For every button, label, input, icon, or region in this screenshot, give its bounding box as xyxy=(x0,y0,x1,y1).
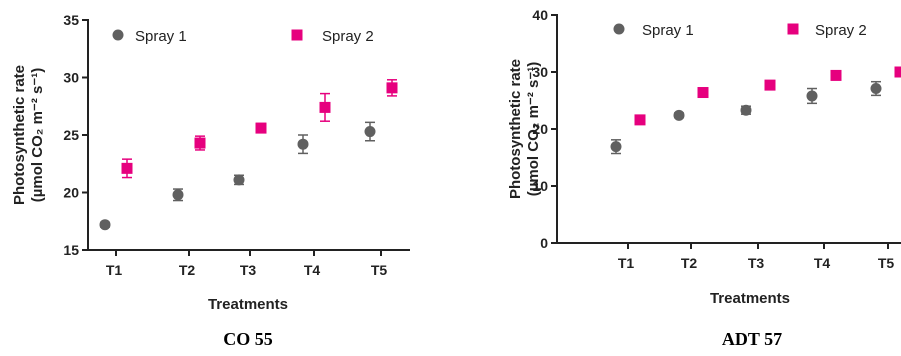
data-point-spray2 xyxy=(386,82,398,94)
data-point-spray2 xyxy=(894,66,901,78)
y-tick-label: 15 xyxy=(63,242,79,258)
x-tick-label: T1 xyxy=(618,255,635,271)
y-tick-label: 25 xyxy=(63,127,79,143)
y-axis-title-line2: (µmol CO₂ m⁻² s⁻¹) xyxy=(29,68,46,202)
data-point-spray1 xyxy=(610,141,622,153)
x-tick-label: T2 xyxy=(681,255,698,271)
x-axis-title: Treatments xyxy=(710,290,790,307)
x-tick-label: T5 xyxy=(878,255,895,271)
y-axis-title-line2: (µmol CO₂ m⁻² s⁻¹) xyxy=(525,62,542,196)
chart-adt57: 0 10 20 30 40 T1 T2 T3 T4 T5 Photosynthetic rate(µ… xyxy=(507,7,901,349)
legend-marker-spray2 xyxy=(787,23,799,35)
y-tick-label: 30 xyxy=(532,64,548,80)
data-point-spray2 xyxy=(194,137,206,149)
data-point-spray2 xyxy=(121,162,133,174)
legend-label: Spray 2 xyxy=(815,22,867,39)
data-point-spray1 xyxy=(172,189,184,201)
legend-marker-spray1 xyxy=(112,29,124,41)
data-point-spray1 xyxy=(233,174,245,186)
data-point-spray2 xyxy=(255,122,267,134)
y-tick-label: 10 xyxy=(532,178,548,194)
data-point-spray2 xyxy=(764,79,776,91)
data-point-spray1 xyxy=(806,90,818,102)
x-tick-label: T4 xyxy=(814,255,831,271)
y-axis-title: Photosynthetic rate(µmol CO₂ m⁻² s⁻¹) xyxy=(11,65,46,205)
x-axis-title: Treatments xyxy=(208,296,288,313)
data-point-spray2 xyxy=(634,114,646,126)
legend-label: Spray 2 xyxy=(322,28,374,45)
x-tick-label: T2 xyxy=(179,262,196,278)
data-point-spray1 xyxy=(740,104,752,116)
legend-label: Spray 1 xyxy=(135,28,187,45)
legend-marker-spray2 xyxy=(291,29,303,41)
legend-marker-spray1 xyxy=(613,23,625,35)
data-point-spray1 xyxy=(99,219,111,231)
x-tick-label: T3 xyxy=(748,255,765,271)
y-tick-label: 30 xyxy=(63,70,79,86)
data-point-spray1 xyxy=(673,109,685,121)
y-axis-title-line1: Photosynthetic rate xyxy=(11,65,28,205)
y-tick-label: 20 xyxy=(63,185,79,201)
y-tick-label: 20 xyxy=(532,121,548,137)
y-tick-label: 35 xyxy=(63,12,79,28)
chart-caption: CO 55 xyxy=(223,329,273,349)
y-axis-title: Photosynthetic rate(µmol CO₂ m⁻² s⁻¹) xyxy=(507,59,542,199)
data-point-spray1 xyxy=(297,138,309,150)
chart-caption: ADT 57 xyxy=(722,329,782,349)
x-tick-label: T3 xyxy=(240,262,257,278)
legend-label: Spray 1 xyxy=(642,22,694,39)
data-point-spray2 xyxy=(319,101,331,113)
x-tick-label: T1 xyxy=(106,262,123,278)
y-axis-title-line1: Photosynthetic rate xyxy=(507,59,524,199)
y-tick-label: 0 xyxy=(540,235,548,251)
data-point-spray1 xyxy=(364,126,376,138)
chart-co55: 15 20 25 30 35 T1 T2 T3 T4 T5 Photosynthetic rate(… xyxy=(11,12,410,349)
y-tick-label: 40 xyxy=(532,7,548,23)
data-point-spray2 xyxy=(830,69,842,81)
data-point-spray2 xyxy=(697,87,709,99)
x-tick-label: T4 xyxy=(304,262,321,278)
x-tick-label: T5 xyxy=(371,262,388,278)
data-point-spray1 xyxy=(870,83,882,95)
